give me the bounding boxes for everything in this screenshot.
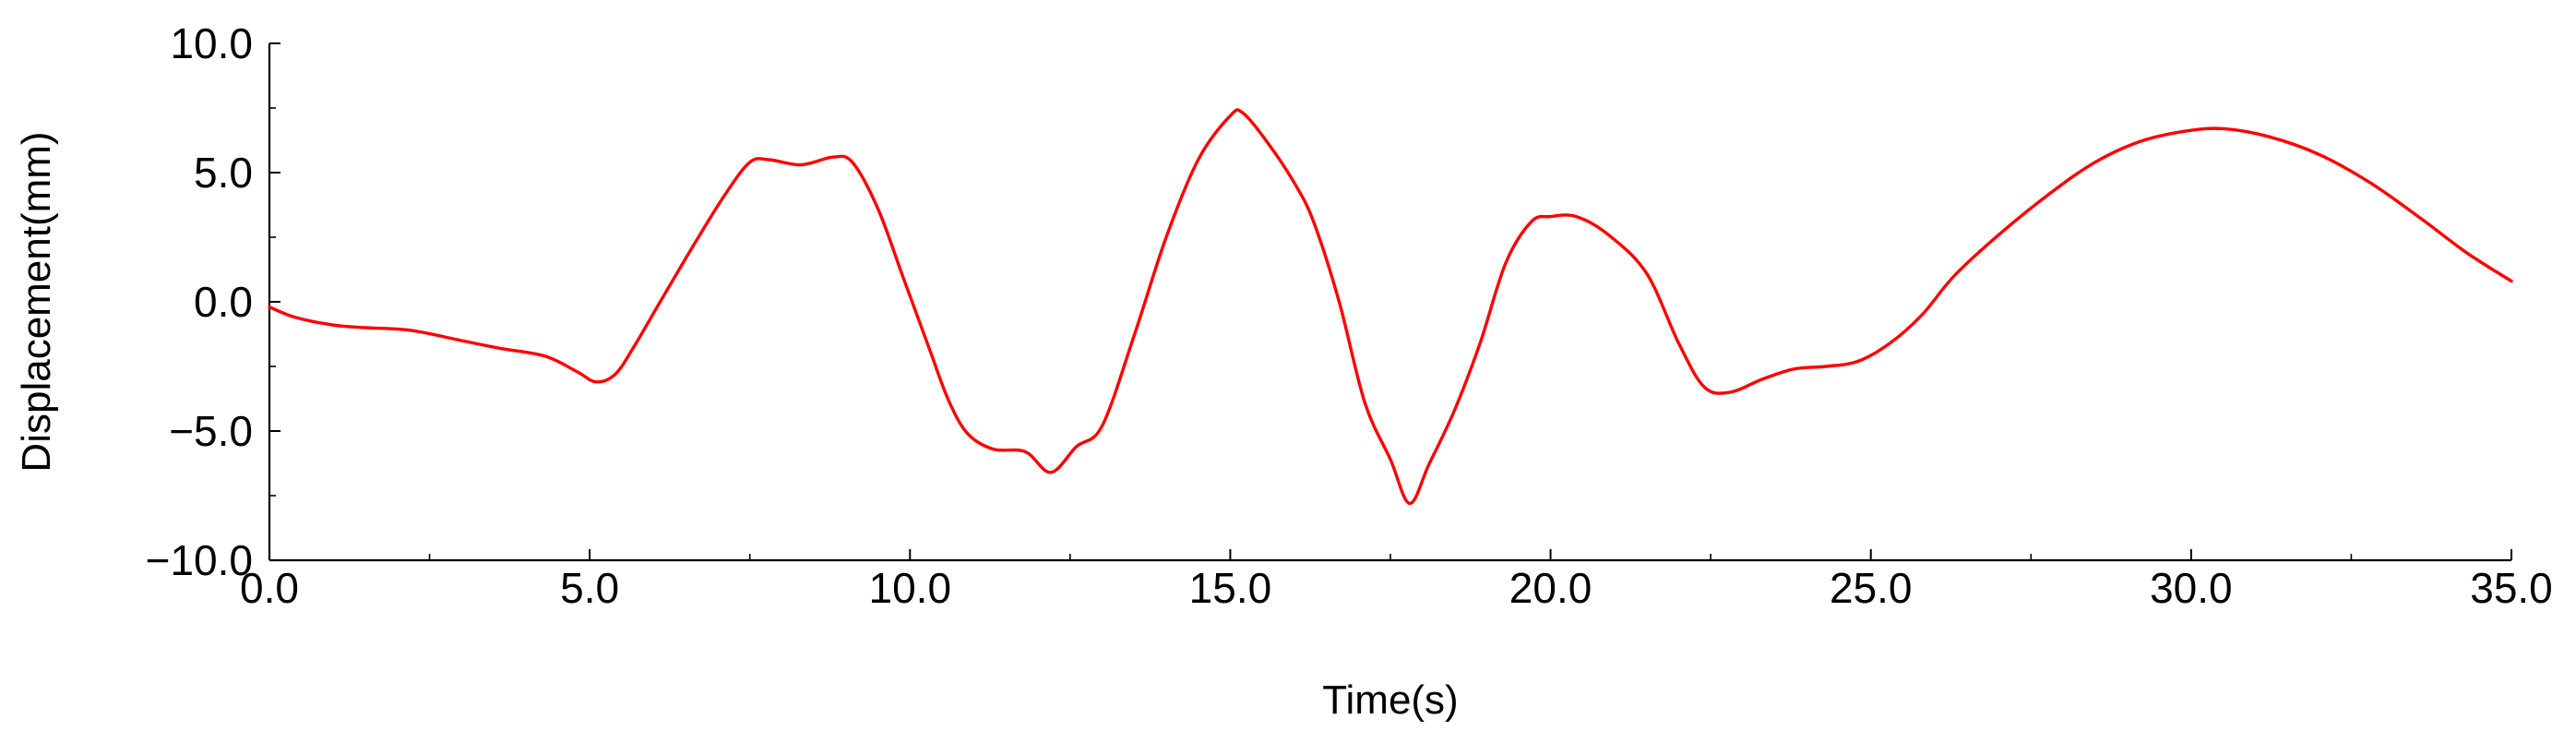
y-tick-label: 10.0: [170, 19, 253, 67]
y-tick-label: −10.0: [146, 536, 253, 584]
ticks: 0.0 5.0 10.0 15.0 20.0 25.0 30.0 35.0 −10.0 −5.0 0…: [146, 19, 2553, 612]
series-layer: [268, 108, 2513, 506]
y-tick-label: −5.0: [169, 407, 253, 455]
x-tick-label: 35.0: [2470, 564, 2553, 612]
x-tick-label: 0.0: [240, 564, 299, 612]
x-tick-label: 10.0: [869, 564, 952, 612]
x-tick-label: 20.0: [1509, 564, 1592, 612]
series-line-0: [268, 108, 2513, 506]
x-tick-label: 25.0: [1830, 564, 1913, 612]
y-tick-label: 5.0: [194, 149, 253, 197]
y-tick-label: 0.0: [194, 278, 253, 326]
x-tick-label: 5.0: [560, 564, 619, 612]
x-tick-label: 15.0: [1189, 564, 1272, 612]
y-axis-title: Displacement(mm): [14, 131, 59, 472]
x-tick-label: 30.0: [2150, 564, 2233, 612]
axes: [268, 43, 2511, 562]
x-axis-title: Time(s): [1322, 677, 1458, 723]
